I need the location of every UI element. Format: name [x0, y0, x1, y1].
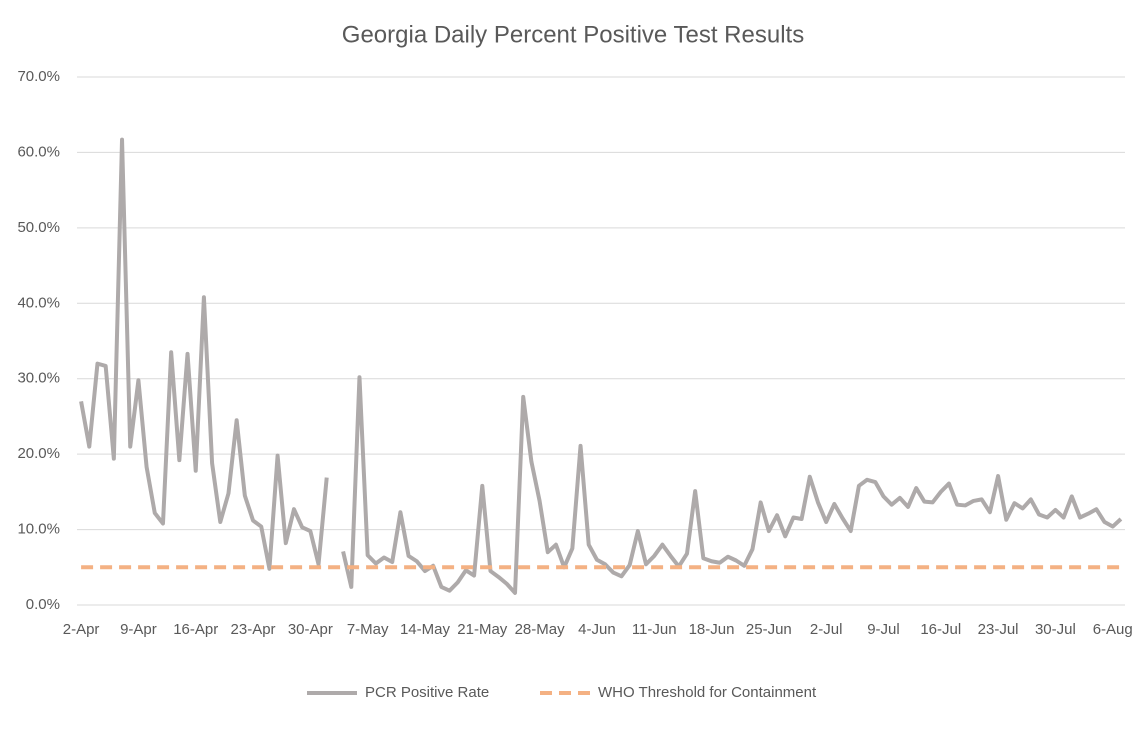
x-tick-label: 23-Jul [978, 621, 1019, 638]
legend-label: PCR Positive Rate [365, 684, 489, 701]
x-tick-label: 23-Apr [231, 621, 276, 638]
x-tick-label: 14-May [400, 621, 451, 638]
legend-label: WHO Threshold for Containment [598, 684, 817, 701]
x-tick-label: 28-May [515, 621, 566, 638]
x-tick-label: 6-Aug [1093, 621, 1133, 638]
x-tick-label: 2-Apr [63, 621, 100, 638]
y-tick-label: 30.0% [17, 370, 60, 387]
x-tick-label: 9-Jul [867, 621, 900, 638]
x-tick-label: 16-Apr [173, 621, 218, 638]
x-tick-label: 18-Jun [689, 621, 735, 638]
x-tick-label: 9-Apr [120, 621, 157, 638]
x-tick-label: 11-Jun [632, 621, 677, 638]
y-tick-label: 50.0% [17, 219, 60, 236]
x-tick-label: 7-May [347, 621, 389, 638]
chart-title: Georgia Daily Percent Positive Test Resu… [342, 21, 804, 48]
y-tick-label: 60.0% [17, 143, 60, 160]
x-tick-label: 25-Jun [746, 621, 792, 638]
x-tick-label: 2-Jul [810, 621, 843, 638]
x-tick-label: 4-Jun [578, 621, 616, 638]
y-tick-label: 70.0% [17, 68, 60, 85]
y-tick-label: 20.0% [17, 445, 60, 462]
x-tick-label: 21-May [457, 621, 508, 638]
x-tick-label: 30-Apr [288, 621, 333, 638]
y-tick-label: 40.0% [17, 294, 60, 311]
series-line [79, 137, 1123, 595]
y-tick-label: 10.0% [17, 521, 60, 538]
y-tick-label: 0.0% [26, 596, 60, 613]
x-tick-label: 30-Jul [1035, 621, 1076, 638]
x-tick-label: 16-Jul [920, 621, 961, 638]
